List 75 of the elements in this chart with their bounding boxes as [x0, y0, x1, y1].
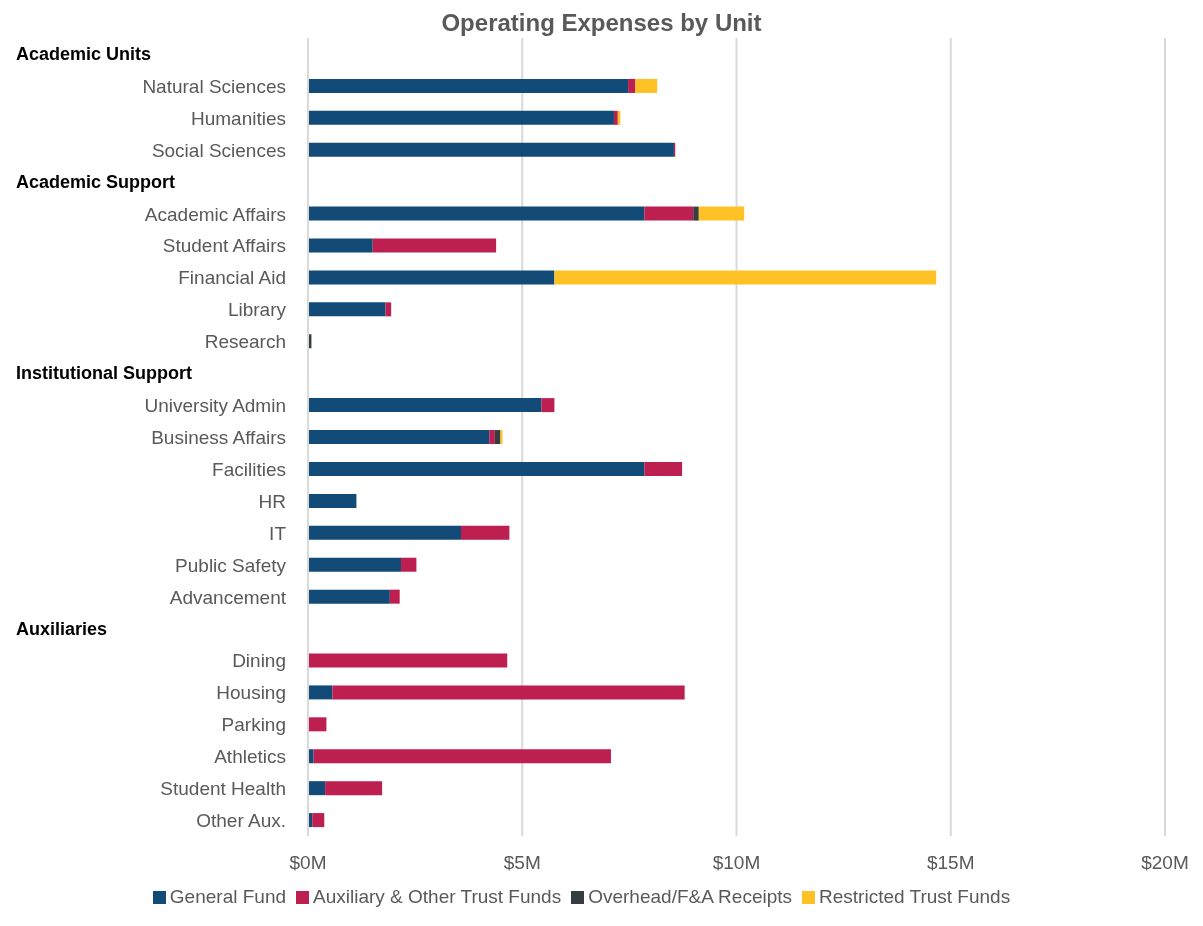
x-tick-label: $20M: [1141, 852, 1189, 874]
bar: [644, 206, 694, 221]
legend-label: General Fund: [169, 886, 287, 907]
y-tick-label: Facilities: [212, 458, 286, 480]
y-tick-label: University Admin: [144, 395, 286, 417]
x-tick-label: $15M: [926, 852, 975, 874]
bar: [500, 430, 503, 445]
y-tick-label: Advancement: [169, 586, 287, 608]
bar: [308, 142, 674, 157]
bar: [389, 589, 400, 604]
bar: [308, 717, 327, 732]
bar: [693, 206, 699, 221]
group-heading: Institutional Support: [16, 363, 192, 384]
bar: [308, 461, 645, 476]
group-heading: Academic Units: [16, 43, 152, 64]
y-tick-label: Other Aux.: [196, 810, 286, 832]
bar: [494, 430, 501, 445]
chart-title: Operating Expenses by Unit: [440, 8, 763, 38]
legend-label: Overhead/F&A Receipts: [588, 886, 793, 907]
x-tick-label: $5M: [503, 852, 541, 874]
bar: [308, 525, 461, 540]
bar: [313, 749, 611, 764]
bar: [308, 78, 629, 93]
bar: [308, 270, 555, 285]
bar: [308, 238, 373, 253]
bar: [308, 749, 314, 764]
bar: [372, 238, 497, 253]
y-tick-label: Social Sciences: [151, 139, 286, 161]
bar: [400, 557, 417, 572]
bar: [308, 589, 390, 604]
bar: [644, 461, 683, 476]
group-heading: Auxiliaries: [16, 618, 108, 639]
y-tick-label: Business Affairs: [151, 427, 286, 448]
y-tick-label: Parking: [221, 714, 286, 736]
bar: [613, 110, 618, 125]
bar: [308, 398, 542, 413]
bar: [541, 398, 555, 413]
legend-label: Restricted Trust Funds: [819, 886, 1011, 907]
bar: [308, 653, 508, 668]
y-tick-label: Athletics: [214, 746, 286, 768]
bar: [332, 685, 685, 700]
bar: [308, 302, 386, 317]
y-tick-label: Financial Aid: [178, 267, 286, 289]
y-tick-label: Housing: [216, 682, 286, 704]
y-tick-label: Research: [204, 331, 286, 353]
y-tick-label: Student Affairs: [162, 235, 286, 257]
legend-label: Auxiliary & Other Trust Funds: [313, 886, 562, 907]
bar: [698, 206, 745, 221]
y-tick-label: HR: [258, 490, 286, 512]
bar: [385, 302, 392, 317]
bar: [308, 557, 401, 572]
y-tick-label: IT: [269, 522, 287, 544]
y-tick-label: Natural Sciences: [142, 75, 286, 97]
x-tick-label: $10M: [712, 852, 761, 874]
bar: [308, 685, 333, 700]
bar: [308, 493, 357, 508]
y-tick-label: Academic Affairs: [144, 203, 286, 225]
bar: [308, 430, 490, 445]
y-tick-label: Library: [227, 299, 287, 321]
bar: [308, 206, 645, 221]
bar: [489, 430, 495, 445]
bar: [312, 813, 325, 828]
bar: [554, 270, 937, 285]
group-heading: Academic Support: [16, 171, 176, 192]
bar: [460, 525, 510, 540]
bar: [308, 110, 614, 125]
y-tick-label: Public Safety: [175, 554, 287, 576]
bar: [325, 781, 383, 796]
y-tick-label: Dining: [232, 650, 286, 672]
y-tick-label: Student Health: [160, 778, 286, 800]
y-tick-label: Humanities: [190, 107, 286, 129]
bar: [635, 78, 658, 93]
bar: [308, 781, 326, 796]
x-tick-label: $0M: [289, 852, 327, 874]
bar: [628, 78, 636, 93]
